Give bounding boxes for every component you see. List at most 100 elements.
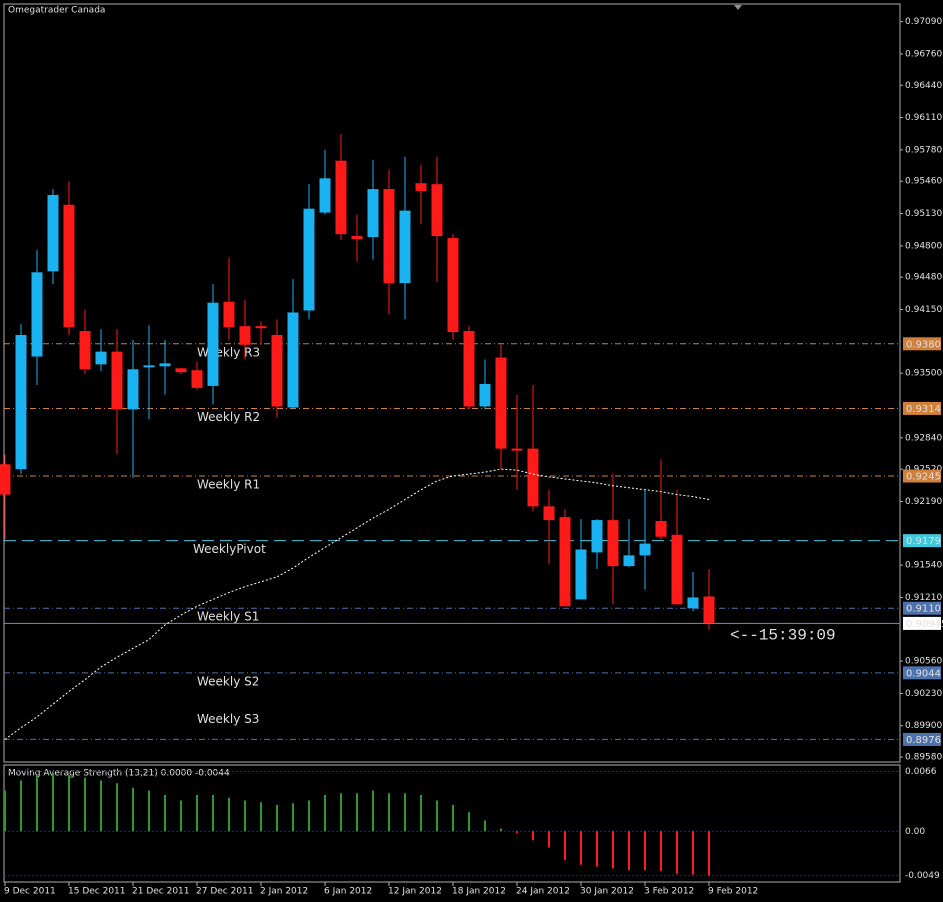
level-value-label: 0.9380	[906, 339, 941, 350]
candle-body	[575, 549, 587, 600]
countdown: <--15:39:09	[730, 627, 836, 645]
candle-body	[447, 238, 459, 333]
bar	[292, 803, 294, 832]
y-tick-label: 0.96440	[905, 81, 942, 91]
level-name: Weekly S1	[197, 610, 259, 624]
scroll-marker	[734, 5, 742, 10]
moving-average	[4, 468, 710, 740]
bar	[388, 793, 390, 832]
y-tick-label: 0.97090	[905, 17, 942, 27]
bar	[308, 800, 310, 832]
candle-body	[415, 183, 427, 192]
bar	[628, 831, 630, 871]
y-tick-label: 0.0066	[905, 767, 937, 777]
candle-body	[687, 597, 699, 609]
candle-body	[479, 383, 491, 407]
level-value-label: 0.9110	[906, 604, 941, 615]
candle-body	[175, 368, 187, 373]
bar	[260, 802, 262, 832]
bar	[356, 793, 358, 832]
candle-body	[399, 210, 411, 284]
bar	[676, 831, 678, 874]
bar	[708, 831, 710, 876]
bar	[532, 831, 534, 841]
y-tick-label: 0.90230	[905, 689, 942, 699]
bar	[692, 831, 694, 875]
indicator-title: Moving Average Strength (13,21) 0.0000 -…	[8, 769, 230, 779]
candle-body	[223, 301, 235, 328]
y-tick-label: 0.94150	[905, 305, 942, 315]
candle-body	[335, 160, 347, 235]
bar	[324, 795, 326, 832]
y-tick-label: 0.90560	[905, 657, 942, 667]
x-tick-label: 27 Dec 2011	[196, 887, 254, 897]
level-name: Weekly R2	[197, 410, 260, 424]
y-tick-label: 0.95780	[905, 145, 942, 155]
bar	[116, 783, 118, 832]
level-value-label: 0.9245	[906, 472, 941, 483]
candle-body	[607, 520, 619, 567]
candle-body	[495, 357, 507, 449]
y-tick-label: 0.94800	[905, 241, 942, 251]
bar	[372, 790, 374, 832]
bar	[644, 831, 646, 871]
candle-body	[319, 178, 331, 213]
x-tick-label: 18 Jan 2012	[452, 887, 506, 897]
bar	[36, 775, 38, 832]
candle-body	[159, 363, 171, 367]
y-tick-label: 0.96760	[905, 49, 942, 59]
x-tick-label: 21 Dec 2011	[132, 887, 190, 897]
level-value-label: 0.9179	[906, 536, 941, 547]
candle-body	[95, 351, 107, 365]
y-tick-label: 0.91210	[905, 593, 942, 603]
bar	[228, 797, 230, 832]
bar	[276, 804, 278, 832]
bar	[500, 828, 502, 832]
candle-body	[47, 194, 59, 272]
candle-body	[239, 326, 251, 345]
candle-body	[143, 365, 155, 368]
candle-body	[15, 334, 27, 470]
level-name: WeeklyPivot	[193, 542, 266, 556]
candle-body	[671, 534, 683, 605]
x-tick-label: 30 Jan 2012	[580, 887, 634, 897]
y-tick-label: 0.92190	[905, 497, 942, 507]
x-tick-label: 9 Dec 2011	[4, 887, 56, 897]
level-name: Weekly S2	[197, 674, 259, 688]
candle-body	[303, 208, 315, 311]
chart-title: Omegatrader Canada	[8, 6, 105, 16]
y-tick-label: 0.00	[905, 827, 925, 837]
candle-body	[639, 543, 651, 556]
y-tick-label: 0.91540	[905, 561, 942, 571]
x-tick-label: 24 Jan 2012	[516, 887, 570, 897]
y-tick-label: 0.95460	[905, 177, 942, 187]
candle-body	[255, 326, 267, 329]
y-tick-label: -0.0049	[905, 871, 940, 881]
bar	[340, 793, 342, 832]
bar	[452, 804, 454, 832]
current-price-label: 0.90945	[906, 619, 943, 630]
level-value-box	[903, 534, 941, 548]
level-value-box	[903, 401, 941, 415]
bar	[404, 793, 406, 832]
bar	[484, 820, 486, 832]
candle-body	[79, 331, 91, 370]
bar	[4, 790, 6, 832]
y-tick-label: 0.92840	[905, 433, 942, 443]
bar	[660, 831, 662, 872]
bar	[148, 790, 150, 832]
candle-body	[511, 448, 523, 451]
candle-body	[543, 506, 555, 521]
candle-body	[351, 236, 363, 240]
y-tick-label: 0.89900	[905, 721, 942, 731]
y-tick-label: 0.94480	[905, 273, 942, 283]
candle-body	[111, 351, 123, 410]
bar	[84, 777, 86, 832]
bar	[68, 775, 70, 832]
bar	[244, 800, 246, 832]
candle-body	[703, 596, 715, 623]
level-name: Weekly R1	[197, 478, 260, 492]
bar	[100, 780, 102, 832]
